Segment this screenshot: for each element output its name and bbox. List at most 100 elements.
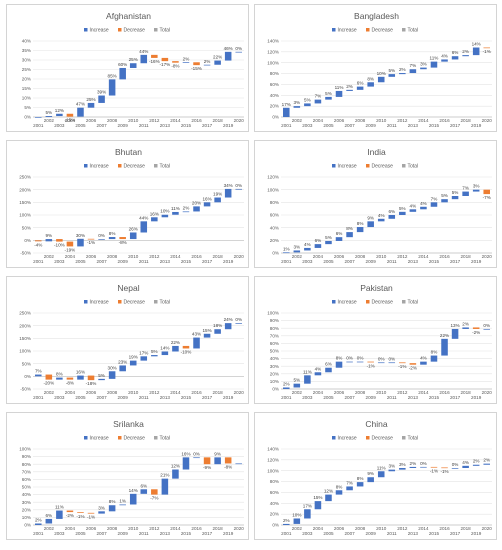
x-tick-label: 2009 <box>366 259 377 264</box>
bar-2011 <box>140 221 148 233</box>
legend-swatch-decrease <box>366 28 370 32</box>
legend-label-total: Total <box>408 164 419 170</box>
y-tick-label: 20% <box>270 238 279 243</box>
legend-label-increase: Increase <box>90 164 109 170</box>
bar-2009 <box>119 365 126 372</box>
data-label: 4% <box>462 460 469 465</box>
x-tick-label: 2006 <box>86 526 97 531</box>
x-tick-label: 2015 <box>181 531 192 536</box>
data-label: 5% <box>98 373 105 378</box>
data-label: 5% <box>441 193 448 198</box>
data-label: 0% <box>235 46 242 51</box>
data-label: 6% <box>336 231 343 236</box>
x-tick-label: 2009 <box>366 395 377 400</box>
x-tick-label: 2012 <box>149 254 160 259</box>
data-label: 17% <box>282 102 291 107</box>
y-tick-label: 200% <box>19 323 31 328</box>
legend-swatch-total <box>402 436 406 440</box>
data-label: 12% <box>171 464 180 469</box>
bar-2012 <box>399 468 406 470</box>
data-label: 23% <box>118 359 127 364</box>
x-tick-label: 2009 <box>366 123 377 128</box>
waterfall-chart-bangladesh: Bangladesh Increase Decrease Total 0% 20% 40% 6… <box>267 11 492 128</box>
bar-2006 <box>87 375 95 381</box>
x-tick-label: 2013 <box>408 259 419 264</box>
x-tick-label: 2012 <box>397 526 408 531</box>
bar-2013 <box>161 351 169 356</box>
bar-2012 <box>151 355 158 357</box>
chart-legend: Increase Decrease Total <box>332 300 418 306</box>
bar-2005 <box>77 107 84 117</box>
legend-label-total: Total <box>408 436 419 442</box>
data-label: -8% <box>66 381 74 386</box>
x-tick-label: 2013 <box>160 123 171 128</box>
chart-legend: Increase Decrease Total <box>84 436 170 442</box>
bar-2004 <box>66 241 74 247</box>
x-tick-label: 2017 <box>202 259 213 264</box>
bar-2015 <box>430 202 438 207</box>
x-tick-label: 2019 <box>471 531 482 536</box>
x-tick-label: 2017 <box>202 395 213 400</box>
data-label: 11% <box>430 56 439 61</box>
data-label: 3% <box>294 100 301 105</box>
data-label: 24% <box>224 317 233 322</box>
data-label: 8% <box>431 350 438 355</box>
x-tick-label: 2018 <box>461 390 472 395</box>
data-label: 12% <box>55 108 64 113</box>
bar-2018 <box>214 457 221 465</box>
x-tick-label: 2019 <box>223 531 234 536</box>
legend-swatch-total <box>402 164 406 168</box>
x-tick-label: 2010 <box>128 526 139 531</box>
data-label: -17% <box>160 62 171 67</box>
data-label: -15% <box>65 118 76 123</box>
data-label: 30% <box>108 365 117 370</box>
data-label: 44% <box>139 49 148 54</box>
data-label: 0% <box>193 451 200 456</box>
x-tick-label: 2020 <box>482 254 493 259</box>
bar-2002 <box>293 106 301 108</box>
x-tick-label: 2017 <box>450 259 461 264</box>
x-tick-label: 2009 <box>118 259 129 264</box>
bar-2019 <box>224 188 232 198</box>
chart-title: India <box>367 147 386 157</box>
bar-2006 <box>335 490 343 495</box>
data-label: 6% <box>357 81 364 86</box>
chart-panel-china: China Increase Decrease Total 0% 20% 40% 60% 80%… <box>254 412 497 540</box>
bar-2004 <box>66 113 74 117</box>
x-tick-label: 2005 <box>323 531 334 536</box>
bar-2018 <box>462 327 469 329</box>
data-label: 21% <box>160 473 169 478</box>
legend-label-total: Total <box>408 28 419 34</box>
data-label: 6% <box>388 209 395 214</box>
x-tick-label: 2012 <box>397 390 408 395</box>
x-tick-label: 2009 <box>118 531 129 536</box>
y-tick-label: 70% <box>22 469 31 474</box>
legend-label-decrease: Decrease <box>372 164 394 170</box>
data-label: 6% <box>325 362 332 367</box>
x-tick-label: 2013 <box>160 531 171 536</box>
bar-2001 <box>283 387 290 389</box>
x-tick-label: 2003 <box>302 123 313 128</box>
data-label: 14% <box>160 346 169 351</box>
data-label: 16% <box>181 451 190 456</box>
data-label: 2% <box>462 49 469 54</box>
waterfall-chart-bhutan: Bhutan Increase Decrease Total -50% 0% 50% 100%… <box>19 147 244 264</box>
data-label: 16% <box>150 211 159 216</box>
y-tick-label: 40% <box>270 225 279 230</box>
y-tick-label: 100% <box>19 213 31 218</box>
bar-2005 <box>325 367 332 373</box>
bar-2017 <box>203 64 211 66</box>
x-tick-label: 2001 <box>281 531 292 536</box>
x-tick-label: 2006 <box>334 390 345 395</box>
data-label: 5% <box>452 190 459 195</box>
x-tick-label: 2010 <box>128 254 139 259</box>
bar-2011 <box>140 356 148 361</box>
data-label: 6% <box>452 50 459 55</box>
y-tick-label: 100% <box>267 60 279 65</box>
bar-2007 <box>346 89 353 91</box>
data-label: 5% <box>325 91 332 96</box>
data-label: 15% <box>313 495 322 500</box>
bar-2010 <box>129 493 137 505</box>
bar-2012 <box>399 211 406 215</box>
data-label: -7% <box>150 496 158 501</box>
